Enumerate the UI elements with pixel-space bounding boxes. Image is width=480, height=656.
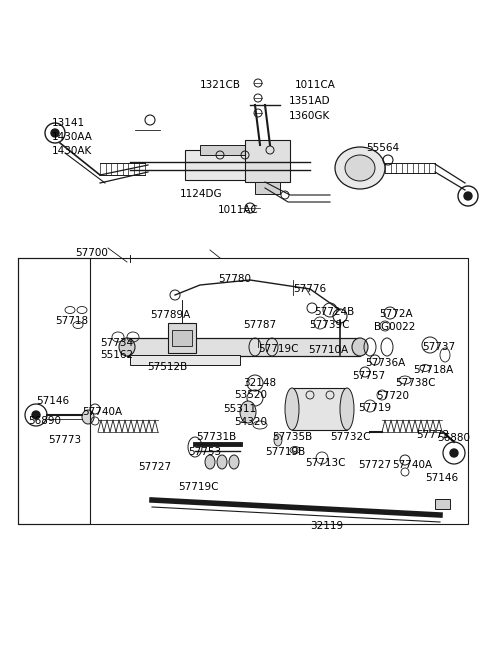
Ellipse shape: [285, 388, 299, 430]
Bar: [292, 388, 347, 430]
Text: 56880: 56880: [437, 433, 470, 443]
Text: 57719C: 57719C: [258, 344, 299, 354]
Ellipse shape: [229, 455, 239, 469]
Bar: [435, 499, 450, 509]
Text: 32119: 32119: [310, 521, 343, 531]
Text: 55162: 55162: [100, 350, 133, 360]
Text: 1351AD: 1351AD: [289, 96, 331, 106]
Text: 57737: 57737: [422, 342, 455, 352]
Ellipse shape: [352, 338, 368, 356]
Text: 54320: 54320: [234, 417, 267, 427]
Text: 57753: 57753: [188, 447, 221, 457]
Ellipse shape: [274, 434, 282, 446]
Bar: [130, 355, 240, 365]
Text: 57700: 57700: [75, 248, 108, 258]
Ellipse shape: [345, 155, 375, 181]
Ellipse shape: [335, 147, 385, 189]
Text: 57719C: 57719C: [178, 482, 218, 492]
Text: 57789A: 57789A: [150, 310, 190, 320]
Text: 57720: 57720: [376, 391, 409, 401]
Circle shape: [32, 411, 40, 419]
Circle shape: [51, 129, 59, 137]
Text: 57735B: 57735B: [272, 432, 312, 442]
Text: BG0022: BG0022: [374, 322, 415, 332]
Text: 57740A: 57740A: [392, 460, 432, 470]
Text: 57740A: 57740A: [82, 407, 122, 417]
Bar: [168, 323, 196, 353]
Text: 57727: 57727: [358, 460, 391, 470]
Text: 32148: 32148: [243, 378, 276, 388]
Ellipse shape: [82, 410, 94, 424]
Text: 53520: 53520: [234, 390, 267, 400]
Text: 57780: 57780: [218, 274, 251, 284]
Text: 57776: 57776: [293, 284, 326, 294]
Ellipse shape: [119, 338, 135, 356]
Bar: [200, 145, 255, 155]
Text: 57713C: 57713C: [305, 458, 346, 468]
Text: 1430AK: 1430AK: [52, 146, 92, 156]
Text: 57773: 57773: [48, 435, 81, 445]
Text: 57739C: 57739C: [309, 320, 349, 330]
Text: 57146: 57146: [36, 396, 69, 406]
Text: 57727: 57727: [138, 462, 171, 472]
Text: 57738C: 57738C: [395, 378, 435, 388]
Text: 57719: 57719: [358, 403, 391, 413]
Text: 55311: 55311: [223, 404, 256, 414]
Text: 57724B: 57724B: [314, 307, 354, 317]
Text: 13141: 13141: [52, 118, 85, 128]
Text: 57787: 57787: [243, 320, 276, 330]
Text: 1124DG: 1124DG: [180, 189, 223, 199]
Text: 57731B: 57731B: [196, 432, 236, 442]
Text: 57710A: 57710A: [308, 345, 348, 355]
Bar: [185, 150, 265, 180]
Bar: [172, 330, 192, 346]
Text: 57773: 57773: [416, 430, 449, 440]
Text: 1321CB: 1321CB: [200, 80, 241, 90]
Circle shape: [450, 449, 458, 457]
Text: 1360GK: 1360GK: [289, 111, 330, 121]
Bar: [255, 182, 280, 194]
Text: 57732C: 57732C: [330, 432, 371, 442]
Text: 1011CA: 1011CA: [295, 80, 336, 90]
Text: 1430AA: 1430AA: [52, 132, 93, 142]
Text: 57734: 57734: [100, 338, 133, 348]
Text: 57512B: 57512B: [147, 362, 187, 372]
Ellipse shape: [217, 455, 227, 469]
Circle shape: [464, 192, 472, 200]
Text: 55564: 55564: [366, 143, 399, 153]
Text: 1011AC: 1011AC: [218, 205, 259, 215]
Text: 57719B: 57719B: [265, 447, 305, 457]
Text: 57718: 57718: [55, 316, 88, 326]
Bar: [245, 140, 290, 182]
Text: 56890: 56890: [28, 416, 61, 426]
Text: 57736A: 57736A: [365, 358, 405, 368]
Text: 57718A: 57718A: [413, 365, 453, 375]
Text: 57146: 57146: [425, 473, 458, 483]
Ellipse shape: [205, 455, 215, 469]
Bar: [18, 258, 468, 524]
Text: 57757: 57757: [352, 371, 385, 381]
Bar: [127, 338, 360, 356]
Ellipse shape: [240, 401, 256, 423]
Text: 5772A: 5772A: [379, 309, 413, 319]
Ellipse shape: [340, 388, 354, 430]
